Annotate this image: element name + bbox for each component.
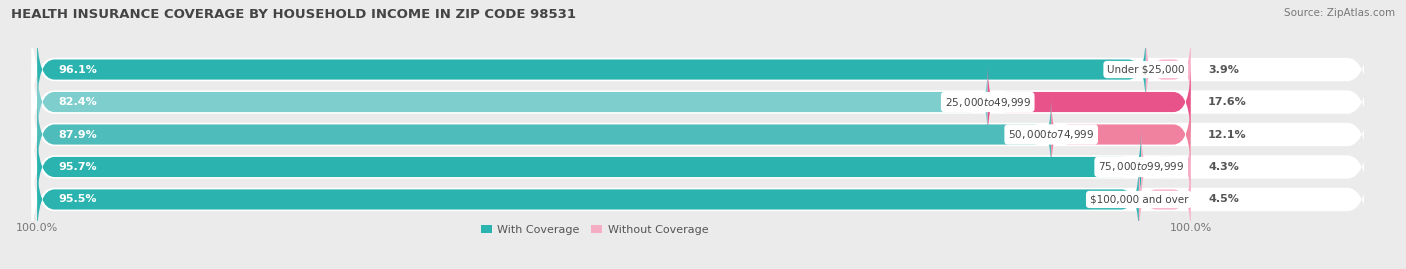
Text: $100,000 and over: $100,000 and over [1090, 194, 1188, 204]
Text: 4.3%: 4.3% [1208, 162, 1239, 172]
Text: HEALTH INSURANCE COVERAGE BY HOUSEHOLD INCOME IN ZIP CODE 98531: HEALTH INSURANCE COVERAGE BY HOUSEHOLD I… [11, 8, 576, 21]
Text: $75,000 to $99,999: $75,000 to $99,999 [1098, 161, 1184, 174]
Text: 4.5%: 4.5% [1208, 194, 1239, 204]
Text: 3.9%: 3.9% [1208, 65, 1239, 75]
FancyBboxPatch shape [31, 81, 1369, 188]
FancyBboxPatch shape [988, 63, 1191, 141]
FancyBboxPatch shape [31, 146, 1369, 253]
FancyBboxPatch shape [37, 63, 988, 141]
FancyBboxPatch shape [37, 128, 1142, 206]
FancyBboxPatch shape [31, 114, 1369, 220]
FancyBboxPatch shape [37, 161, 1139, 238]
FancyBboxPatch shape [31, 49, 1369, 155]
Legend: With Coverage, Without Coverage: With Coverage, Without Coverage [477, 220, 713, 239]
Text: 12.1%: 12.1% [1208, 129, 1247, 140]
FancyBboxPatch shape [1139, 161, 1191, 238]
Text: 95.7%: 95.7% [58, 162, 97, 172]
FancyBboxPatch shape [1052, 96, 1191, 173]
FancyBboxPatch shape [1146, 31, 1191, 108]
Text: $50,000 to $74,999: $50,000 to $74,999 [1008, 128, 1094, 141]
FancyBboxPatch shape [1142, 128, 1191, 206]
Text: 96.1%: 96.1% [58, 65, 97, 75]
Text: Under $25,000: Under $25,000 [1107, 65, 1184, 75]
FancyBboxPatch shape [37, 96, 1052, 173]
FancyBboxPatch shape [31, 16, 1369, 123]
Text: 17.6%: 17.6% [1208, 97, 1247, 107]
Text: Source: ZipAtlas.com: Source: ZipAtlas.com [1284, 8, 1395, 18]
Text: 87.9%: 87.9% [58, 129, 97, 140]
Text: 95.5%: 95.5% [58, 194, 97, 204]
Text: 82.4%: 82.4% [58, 97, 97, 107]
Text: $25,000 to $49,999: $25,000 to $49,999 [945, 95, 1031, 108]
FancyBboxPatch shape [37, 31, 1146, 108]
